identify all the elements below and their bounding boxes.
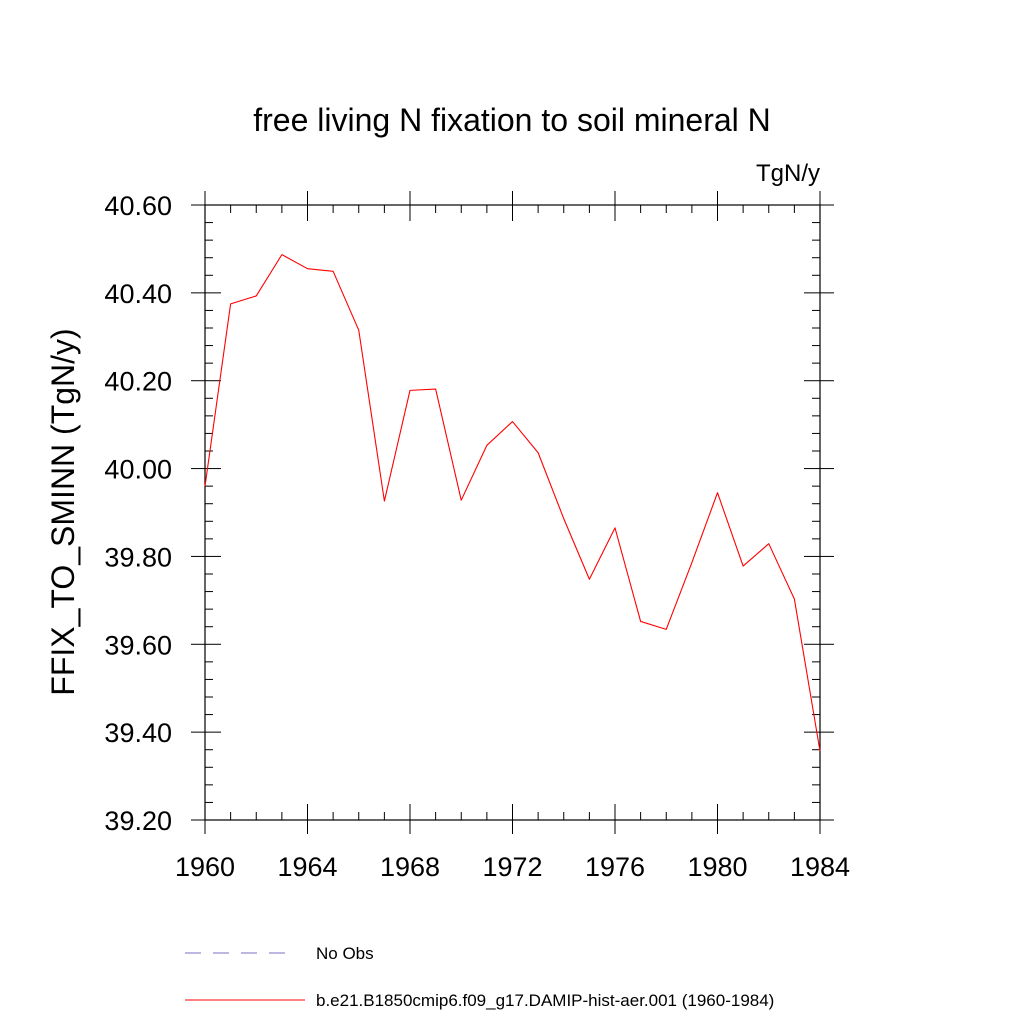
y-axis-label: FFIX_TO_SMINN (TgN/y) [45, 328, 81, 695]
legend-label-model-run: b.e21.B1850cmip6.f09_g17.DAMIP-hist-aer.… [316, 991, 774, 1010]
y-tick-label: 40.20 [104, 367, 172, 397]
x-tick-label: 1964 [277, 852, 337, 882]
series-line [204, 254, 821, 752]
y-tick-label: 39.80 [104, 542, 172, 572]
x-tick-label: 1968 [380, 852, 440, 882]
y-tick-label: 40.00 [104, 455, 172, 485]
axis-ticks: 1960 1964 1968 1972 1976 1980 1984 39.20 39.40 39… [104, 191, 850, 882]
y-tick-label: 39.60 [104, 630, 172, 660]
y-tick-label: 40.40 [104, 279, 172, 309]
legend: No Obs b.e21.B1850cmip6.f09_g17.DAMIP-hi… [185, 944, 774, 1010]
legend-label-no-obs: No Obs [316, 944, 374, 963]
plot-area: 1960 1964 1968 1972 1976 1980 1984 39.20 39.40 39… [104, 191, 850, 882]
y-tick-label: 39.20 [104, 806, 172, 836]
y-tick-label: 39.40 [104, 718, 172, 748]
series-layer [204, 254, 821, 752]
x-tick-label: 1980 [687, 852, 747, 882]
x-tick-label: 1960 [175, 852, 235, 882]
x-tick-label: 1976 [585, 852, 645, 882]
plot-frame [204, 204, 821, 821]
chart-title: free living N fixation to soil mineral N [253, 102, 771, 138]
x-tick-label: 1972 [482, 852, 542, 882]
units-label: TgN/y [756, 160, 820, 187]
y-tick-label: 40.60 [104, 191, 172, 221]
x-tick-label: 1984 [790, 852, 850, 882]
